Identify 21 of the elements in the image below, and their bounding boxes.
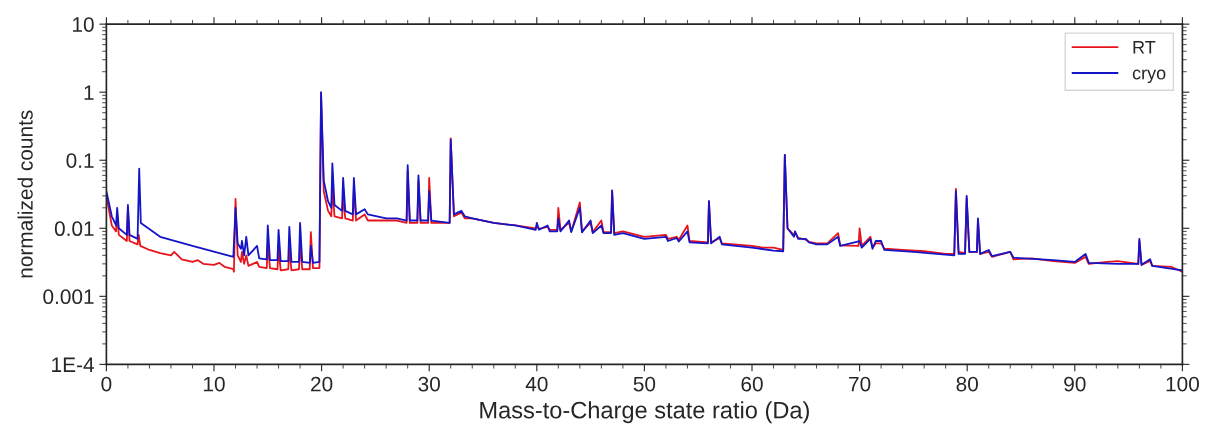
y-tick-label: 1E-4 bbox=[52, 357, 94, 372]
x-tick-label: 50 bbox=[633, 376, 656, 392]
y-tick-label: 0.1 bbox=[66, 153, 94, 168]
y-tick-label: 1 bbox=[84, 85, 94, 100]
x-tick-label: 90 bbox=[1064, 376, 1086, 392]
y-tick-label: 0.001 bbox=[43, 289, 94, 305]
legend-label: cryo bbox=[1132, 69, 1166, 84]
y-tick-label: 0.01 bbox=[54, 221, 94, 237]
x-tick-label: 0 bbox=[101, 376, 112, 392]
x-tick-label: 40 bbox=[525, 376, 548, 392]
x-axis-title: Mass-to-Charge state ratio (Da) bbox=[480, 401, 809, 424]
legend-label: RT bbox=[1133, 41, 1156, 54]
x-tick-label: 70 bbox=[849, 376, 871, 392]
x-tick-label: 20 bbox=[311, 376, 333, 392]
x-tick-label: 10 bbox=[204, 376, 225, 392]
x-tick-label: 30 bbox=[418, 376, 440, 392]
y-axis-title: normalized counts bbox=[17, 110, 33, 278]
y-tick-label: 10 bbox=[73, 17, 94, 32]
x-tick-label: 80 bbox=[956, 376, 978, 392]
x-tick-label: 60 bbox=[741, 376, 763, 392]
x-tick-label: 100 bbox=[1166, 376, 1199, 392]
